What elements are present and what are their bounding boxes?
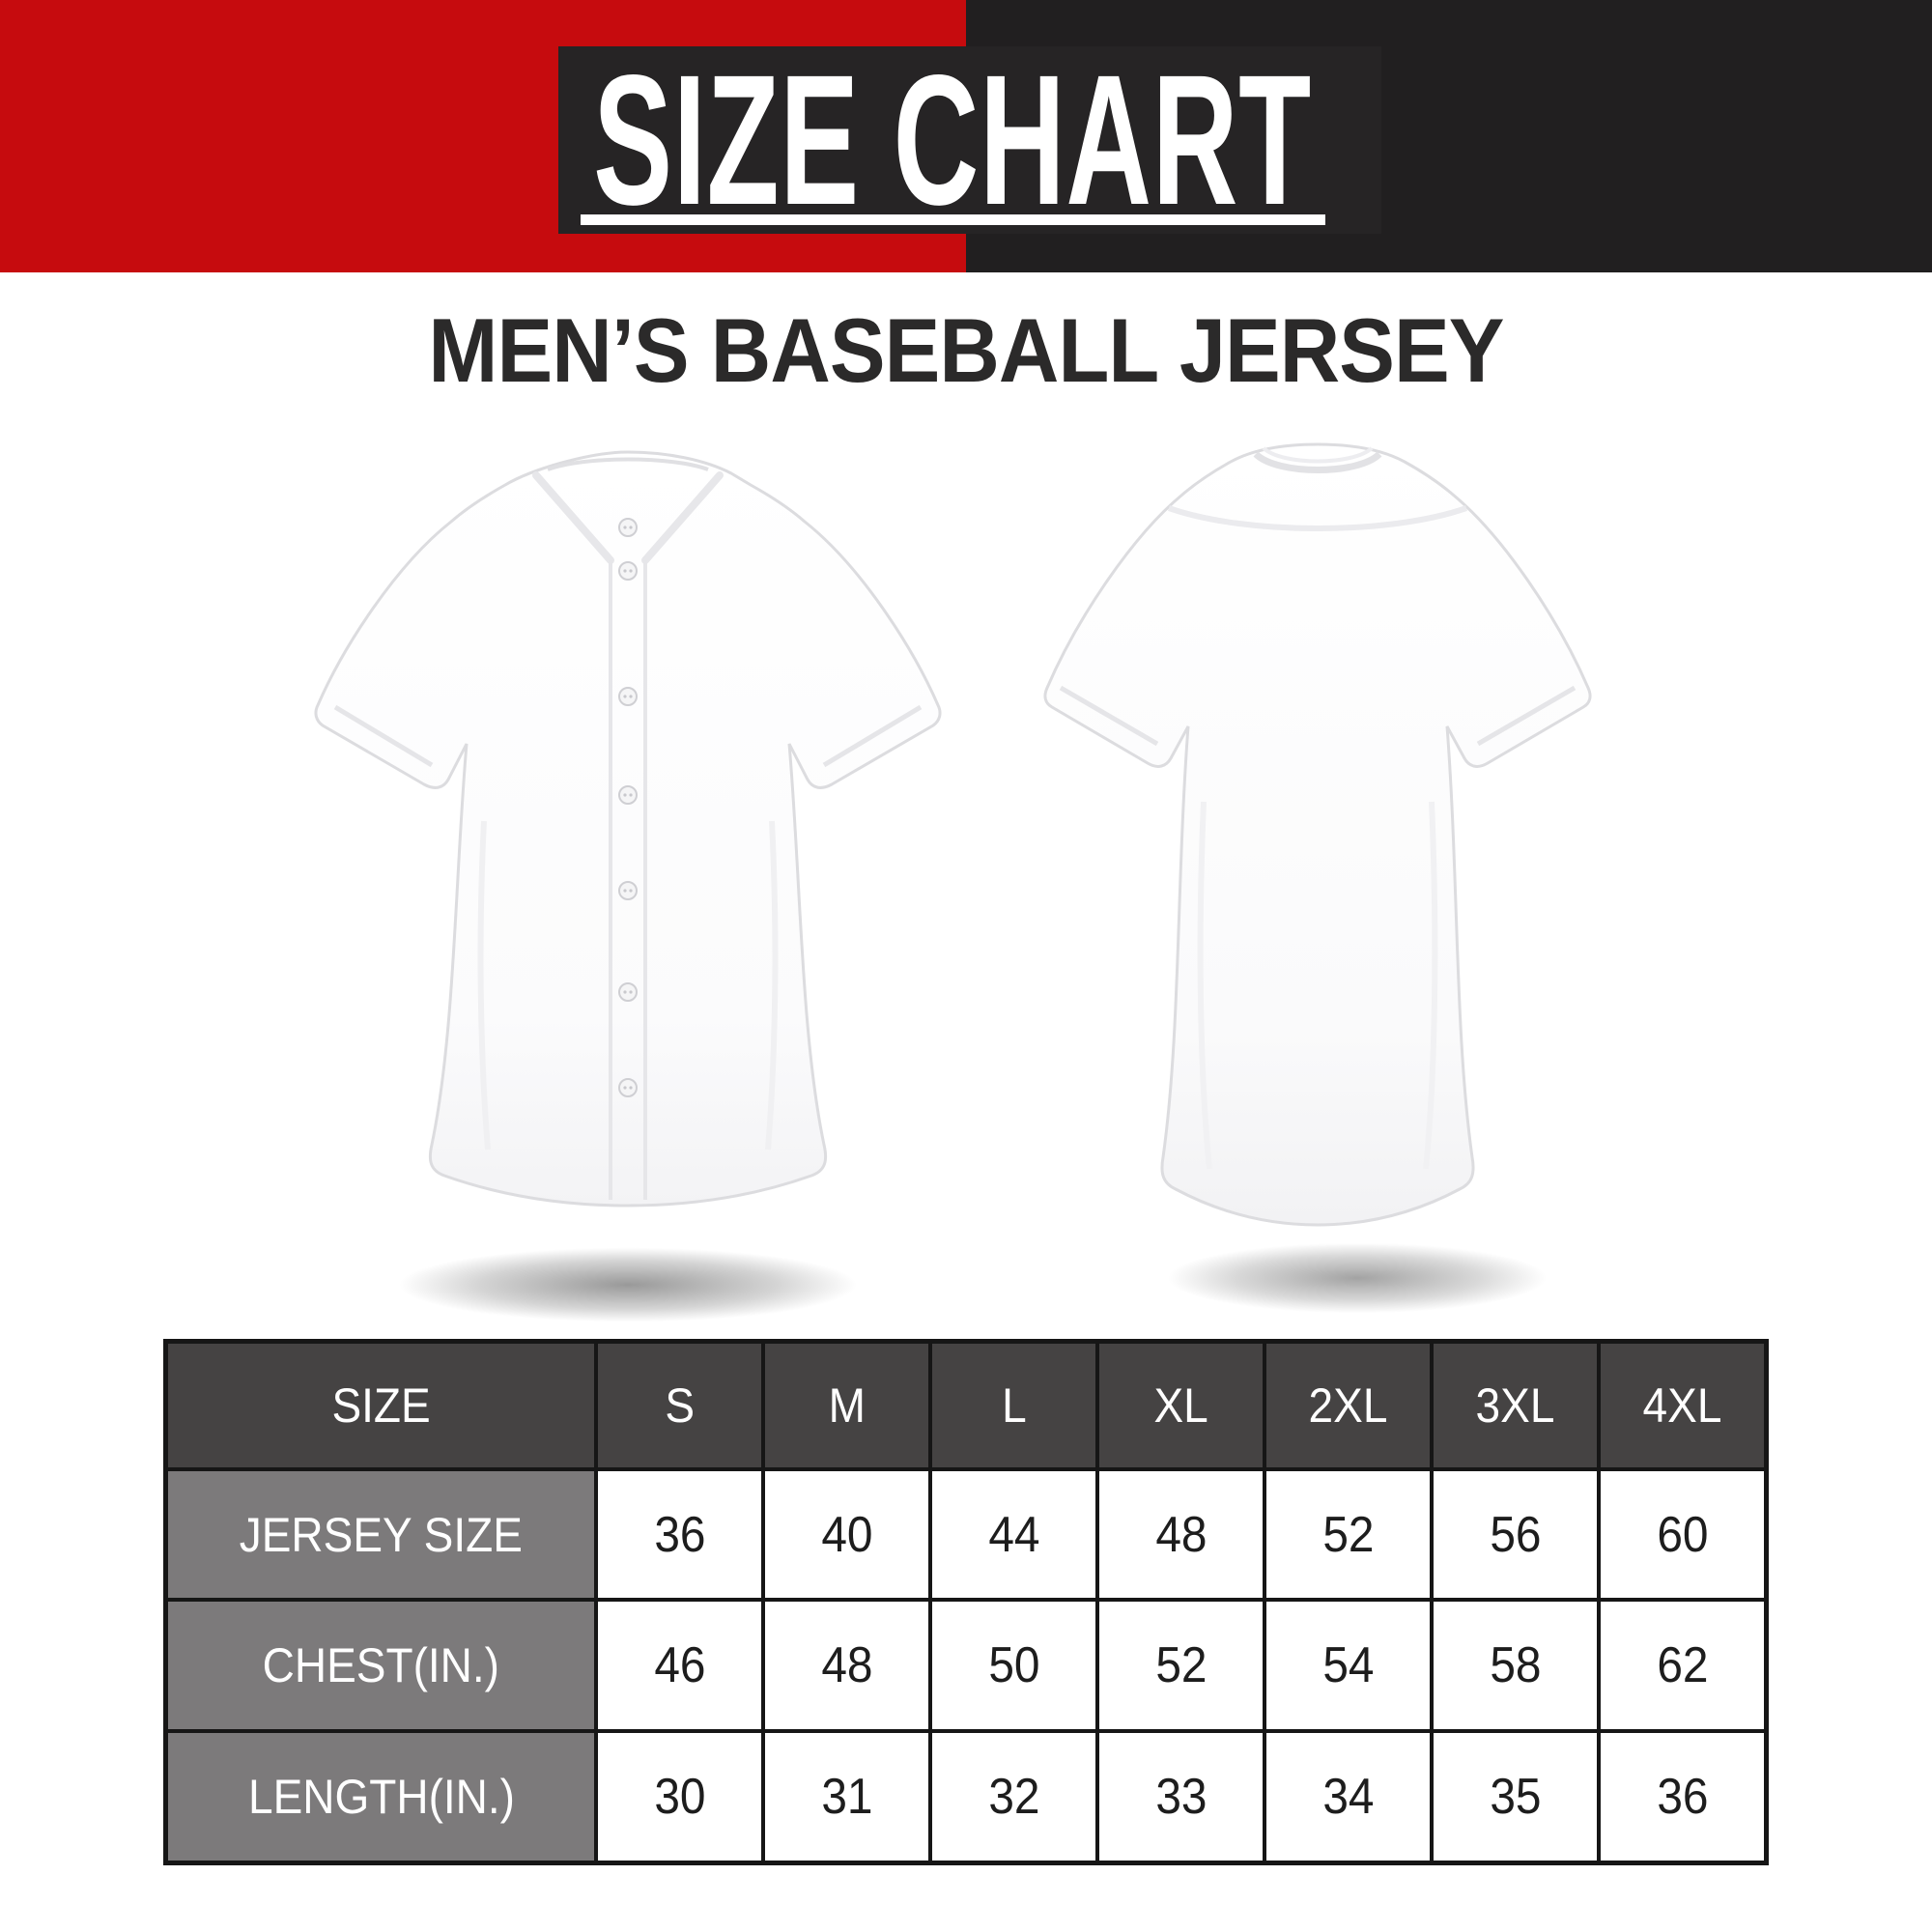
column-header-4xl: 4XL	[1597, 1339, 1769, 1471]
jersey-back-shadow	[1101, 1231, 1613, 1325]
column-header-3xl: 3XL	[1430, 1339, 1602, 1471]
row-label-jersey-size: JERSEY SIZE	[163, 1466, 599, 1603]
size-value-cell: 30	[594, 1728, 766, 1865]
jersey-back-body	[1043, 442, 1592, 1227]
size-value-cell: 58	[1430, 1598, 1602, 1733]
jersey-front-shadow	[319, 1235, 937, 1335]
size-value-cell: 35	[1430, 1728, 1602, 1865]
column-header-2xl: 2XL	[1263, 1339, 1435, 1471]
size-value-cell: 33	[1095, 1728, 1267, 1865]
size-table: SIZE S M L XL 2XL 3XL 4XL JERSEY SIZE 36…	[163, 1339, 1769, 1865]
title-underline	[581, 214, 1325, 225]
size-value-cell: 36	[594, 1466, 766, 1603]
size-value-cell: 34	[1263, 1728, 1435, 1865]
column-header-s: S	[594, 1339, 766, 1471]
size-chart-title-panel: SIZE CHART	[558, 46, 1381, 234]
size-value-cell: 52	[1263, 1466, 1435, 1603]
table-header-row: SIZE S M L XL 2XL 3XL 4XL	[163, 1339, 1769, 1471]
table-row-length: LENGTH(IN.) 30 31 32 33 34 35 36	[163, 1728, 1769, 1865]
size-value-cell: 62	[1597, 1598, 1769, 1733]
size-value-cell: 40	[761, 1466, 933, 1603]
size-value-cell: 44	[928, 1466, 1100, 1603]
table-row-chest: CHEST(IN.) 46 48 50 52 54 58 62	[163, 1598, 1769, 1733]
column-header-l: L	[928, 1339, 1100, 1471]
size-value-cell: 31	[761, 1728, 933, 1865]
size-value-cell: 32	[928, 1728, 1100, 1865]
column-header-size: SIZE	[163, 1339, 599, 1471]
baseball-jersey-front-image	[314, 450, 942, 1208]
size-value-cell: 56	[1430, 1466, 1602, 1603]
column-header-m: M	[761, 1339, 933, 1471]
column-header-xl: XL	[1095, 1339, 1267, 1471]
baseball-jersey-back-image	[1043, 442, 1592, 1227]
row-label-length: LENGTH(IN.)	[163, 1728, 599, 1865]
size-value-cell: 46	[594, 1598, 766, 1733]
jersey-front-buttons	[618, 518, 638, 1097]
size-value-cell: 52	[1095, 1598, 1267, 1733]
table-row-jersey-size: JERSEY SIZE 36 40 44 48 52 56 60	[163, 1466, 1769, 1603]
product-title: MEN’S BASEBALL JERSEY	[428, 299, 1504, 401]
size-value-cell: 50	[928, 1598, 1100, 1733]
size-value-cell: 48	[1095, 1466, 1267, 1603]
row-label-chest: CHEST(IN.)	[163, 1598, 599, 1733]
size-value-cell: 36	[1597, 1728, 1769, 1865]
jersey-front-body	[314, 450, 942, 1208]
size-value-cell: 54	[1263, 1598, 1435, 1733]
size-value-cell: 48	[761, 1598, 933, 1733]
size-chart-title: SIZE CHART	[593, 36, 1312, 243]
size-value-cell: 60	[1597, 1466, 1769, 1603]
